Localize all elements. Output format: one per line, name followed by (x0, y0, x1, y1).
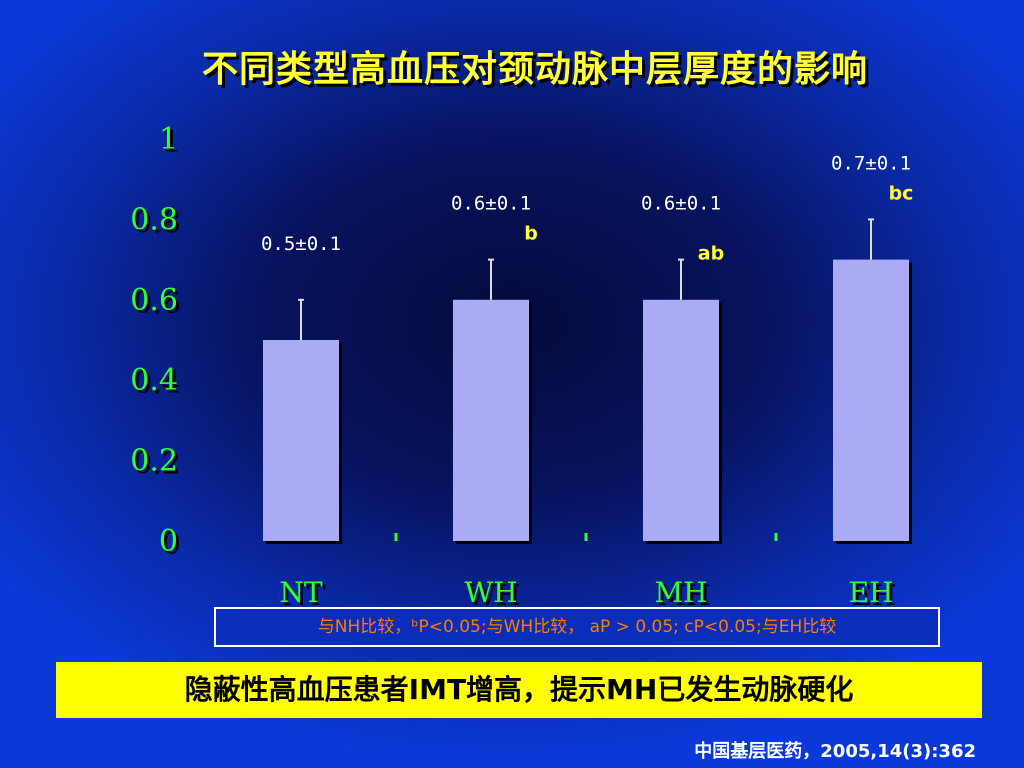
chart-bars (263, 218, 909, 541)
bar-eh (833, 259, 909, 541)
conclusion-banner: 隐蔽性高血压患者IMT增高，提示MH已发生动脉硬化 (56, 662, 982, 718)
slide-title: 不同类型高血压对颈动脉中层厚度的影响 (201, 49, 868, 90)
x-category-label: WH (464, 576, 517, 609)
significance-legend: 与NH比较，ᵇP<0.05;与WH比较， aP > 0.05; cP<0.05;… (214, 607, 940, 647)
bar-mh (643, 299, 719, 541)
value-label: 0.7±0.1 (831, 152, 911, 174)
significance-label: ab (698, 243, 724, 265)
x-category-label: NT (279, 576, 323, 609)
source-citation: 中国基层医药，2005,14(3):362 (694, 741, 976, 762)
y-tick-label: 0.8 (130, 202, 178, 237)
y-tick-label: 0 (159, 524, 178, 559)
value-label: 0.6±0.1 (451, 193, 531, 215)
value-label: 0.5±0.1 (261, 233, 341, 255)
chart-labels: 0 0.2 0.4 0.6 0.8 1 NT 0.5±0.1 WH 0.6±0.1 b MH 0.6±0… (130, 122, 913, 609)
bar-nt (263, 340, 339, 541)
value-label: 0.6±0.1 (641, 193, 721, 215)
y-tick-label: 0.6 (130, 283, 178, 318)
significance-label: b (524, 223, 538, 245)
y-tick-label: 1 (159, 122, 178, 157)
y-tick-label: 0.2 (130, 444, 178, 479)
bar-wh (453, 299, 529, 541)
x-category-label: EH (849, 576, 894, 609)
bar-chart: 0 0.2 0.4 0.6 0.8 1 NT 0.5±0.1 WH 0.6±0.1 b MH 0.6±0… (130, 122, 966, 609)
significance-label: bc (889, 182, 914, 204)
x-category-label: MH (654, 576, 707, 609)
y-tick-label: 0.4 (130, 363, 178, 398)
